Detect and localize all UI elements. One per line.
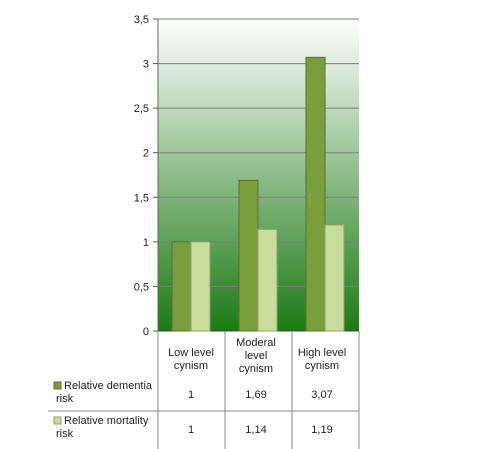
category-label: High level cynism [298, 347, 346, 372]
y-tick-label: 3 [143, 59, 149, 71]
category-label-line: level [245, 350, 268, 362]
table-cell-value: 1 [188, 389, 194, 401]
legend-label: Relative dementia risk [56, 380, 153, 405]
category-label-line: cynism [174, 360, 208, 372]
table-cell-value: 1,69 [245, 389, 266, 401]
y-tick-label: 3,5 [134, 14, 149, 26]
legend-label-line: Relative mortality [64, 415, 149, 427]
table-cell-value: 3,07 [311, 389, 332, 401]
category-label-line: High level [298, 347, 346, 359]
category-label: Moderal level cynism [236, 337, 276, 375]
category-label: Low level cynism [168, 347, 214, 372]
legend-label: Relative mortality risk [56, 415, 149, 440]
category-label-line: Moderal [236, 337, 276, 349]
bar-mortality-2 [257, 228, 278, 332]
bar-dementia-1 [171, 241, 192, 332]
category-label-line: cynism [239, 363, 273, 375]
legend-label-line: risk [56, 393, 74, 405]
y-axis: 0 0,5 1 1,5 2 2,5 3 3,5 [134, 14, 159, 338]
y-tick-label: 1 [143, 237, 149, 249]
legend-label-line: risk [56, 428, 74, 440]
y-tick-label: 0,5 [134, 281, 149, 293]
category-label-line: Low level [168, 347, 214, 359]
table-cell-value: 1,14 [245, 424, 266, 436]
table-cell-value: 1,19 [311, 424, 332, 436]
bar-dementia-3 [305, 56, 326, 332]
bar-mortality-1 [190, 241, 211, 332]
bar-dementia-2 [238, 179, 259, 332]
y-tick-label: 0 [143, 326, 149, 338]
legend-label-line: Relative dementia [64, 380, 153, 392]
legend-swatch [53, 416, 62, 425]
category-label-line: cynism [305, 360, 339, 372]
legend-swatch [53, 381, 62, 390]
table-cell-value: 1 [188, 424, 194, 436]
y-tick-label: 1,5 [134, 192, 149, 204]
bars [171, 56, 345, 332]
y-tick-label: 2 [143, 148, 149, 160]
bar-mortality-3 [324, 224, 345, 332]
y-tick-label: 2,5 [134, 103, 149, 115]
